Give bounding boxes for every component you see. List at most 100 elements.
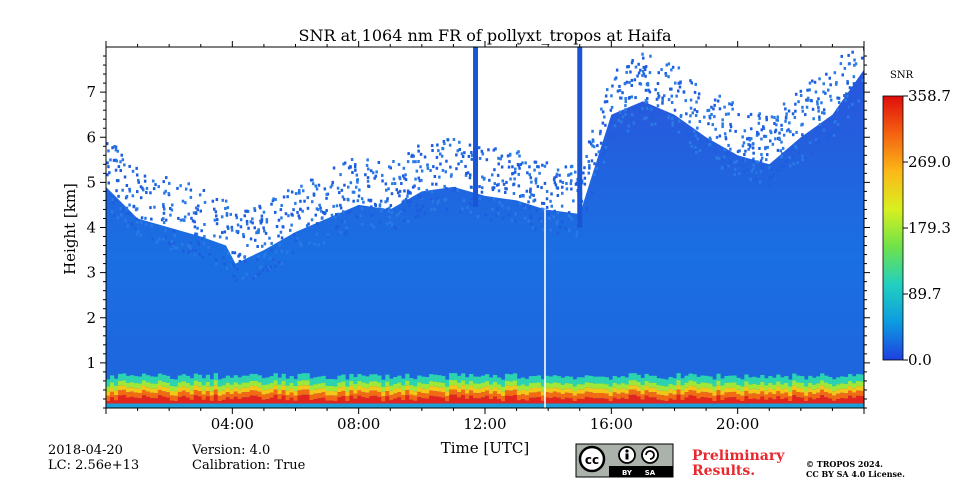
aerosol-cell [433, 396, 438, 404]
speckle-mark [414, 177, 417, 181]
speckle-mark [497, 156, 500, 160]
aerosol-cell [429, 390, 434, 396]
speckle-mark [792, 155, 795, 159]
speckle-mark [560, 220, 564, 224]
speckle-mark [804, 156, 807, 160]
aerosol-cell [293, 391, 298, 396]
speckle-mark [456, 188, 459, 192]
speckle-mark [256, 273, 259, 277]
aerosol-cell [265, 399, 270, 404]
aerosol-cell [856, 386, 861, 391]
speckle-mark [403, 176, 406, 180]
aerosol-cell [636, 374, 641, 382]
speckle-mark [613, 124, 617, 128]
aerosol-cell [792, 395, 797, 404]
speckle-mark [436, 196, 439, 200]
speckle-mark [125, 195, 129, 198]
aerosol-cell [469, 373, 474, 381]
aerosol-cell [277, 389, 282, 395]
speckle-mark [400, 182, 403, 185]
speckle-mark [734, 129, 737, 133]
speckle-mark [137, 180, 140, 184]
aerosol-cell [848, 381, 853, 387]
speckle-mark [470, 153, 474, 157]
aerosol-cell [504, 380, 510, 386]
speckle-mark [724, 112, 728, 116]
aerosol-cell [776, 391, 781, 397]
speckle-mark [497, 182, 500, 186]
aerosol-cell [720, 400, 725, 404]
speckle-mark [365, 163, 369, 167]
aerosol-cell [712, 386, 717, 392]
aerosol-cell [536, 382, 542, 388]
aerosol-cell [221, 378, 226, 386]
speckle-mark [545, 205, 549, 209]
speckle-mark [500, 165, 504, 169]
speckle-mark [694, 114, 698, 117]
speckle-mark [137, 178, 140, 182]
speckle-mark [747, 168, 750, 172]
speckle-mark [661, 101, 664, 105]
speckle-mark [492, 148, 496, 152]
aerosol-cell [612, 387, 617, 393]
speckle-mark [238, 259, 242, 263]
speckle-mark [443, 184, 446, 188]
aerosol-cell [481, 382, 486, 388]
speckle-mark [771, 176, 774, 180]
aerosol-cell [860, 386, 864, 391]
speckle-mark [315, 222, 319, 226]
speckle-mark [778, 131, 781, 135]
aerosol-cell [740, 379, 745, 387]
speckle-mark [164, 235, 167, 239]
aerosol-cell [425, 398, 430, 404]
speckle-mark [759, 180, 762, 184]
aerosol-cell [409, 399, 414, 404]
speckle-mark [287, 189, 290, 193]
speckle-mark [542, 202, 546, 205]
speckle-mark [416, 210, 420, 214]
speckle-mark [769, 131, 773, 135]
speckle-mark [846, 80, 849, 83]
speckle-mark [630, 84, 633, 87]
aerosol-cell [193, 380, 199, 386]
speckle-mark [418, 179, 422, 183]
speckle-mark [268, 236, 271, 240]
speckle-mark [605, 100, 609, 104]
aerosol-cell [624, 399, 629, 404]
aerosol-cell [453, 389, 458, 395]
speckle-mark [481, 152, 484, 156]
aerosol-cell [800, 376, 805, 383]
speckle-mark [449, 174, 453, 178]
speckle-mark [261, 244, 264, 248]
speckle-mark [722, 155, 726, 159]
aerosol-cell [289, 383, 294, 389]
speckle-mark [128, 189, 132, 193]
speckle-mark [187, 182, 190, 186]
speckle-mark [572, 199, 575, 203]
aerosol-cell [720, 394, 725, 401]
aerosol-cell [281, 395, 286, 404]
speckle-mark [760, 137, 763, 141]
speckle-mark [315, 187, 319, 191]
aerosol-cell [365, 388, 370, 393]
speckle-mark [468, 201, 471, 205]
aerosol-cell [764, 399, 769, 404]
aerosol-cell [540, 395, 546, 401]
speckle-mark [263, 229, 266, 233]
aerosol-cell [648, 375, 653, 383]
aerosol-cell [764, 390, 769, 395]
aerosol-cell [213, 373, 219, 381]
speckle-mark [634, 65, 638, 69]
speckle-mark [637, 62, 640, 66]
speckle-mark [135, 166, 138, 170]
aerosol-cell [576, 389, 582, 394]
speckle-mark [270, 248, 273, 252]
speckle-mark [330, 183, 334, 187]
aerosol-cell [485, 381, 490, 387]
aerosol-cell [133, 388, 139, 393]
aerosol-cell [333, 395, 338, 401]
aerosol-cell [109, 387, 115, 392]
speckle-mark [223, 262, 226, 266]
aerosol-cell [824, 382, 829, 388]
speckle-mark [570, 179, 573, 183]
